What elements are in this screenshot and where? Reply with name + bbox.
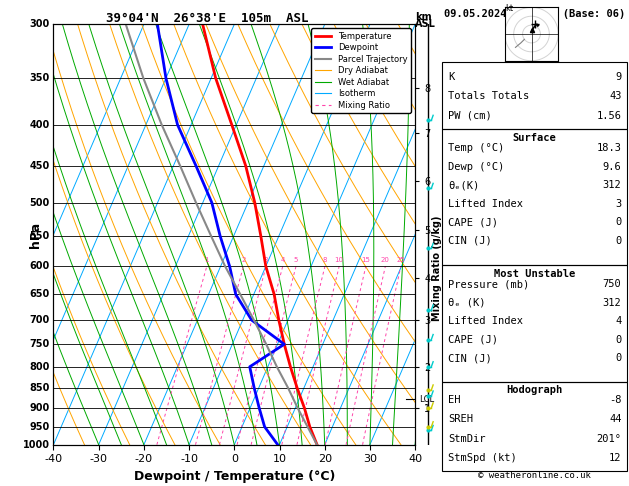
- Bar: [442, 382, 627, 471]
- Text: 3: 3: [615, 199, 621, 208]
- Text: 15: 15: [362, 258, 370, 263]
- Text: 20: 20: [381, 258, 390, 263]
- Text: Temp (°C): Temp (°C): [448, 143, 504, 153]
- Text: 43: 43: [609, 91, 621, 101]
- Text: 39°04'N  26°38'E  105m  ASL: 39°04'N 26°38'E 105m ASL: [106, 12, 309, 25]
- Text: 09.05.2024  00GMT  (Base: 06): 09.05.2024 00GMT (Base: 06): [444, 9, 625, 19]
- Text: 450: 450: [30, 161, 50, 171]
- Text: 9: 9: [615, 72, 621, 82]
- Text: 312: 312: [603, 180, 621, 190]
- Text: 1.56: 1.56: [596, 111, 621, 121]
- Text: 5: 5: [294, 258, 298, 263]
- Text: K: K: [448, 72, 454, 82]
- Text: 2: 2: [242, 258, 245, 263]
- Text: 300: 300: [30, 19, 50, 29]
- Text: Lifted Index: Lifted Index: [448, 316, 523, 326]
- Text: 750: 750: [30, 339, 50, 349]
- Text: 0: 0: [615, 217, 621, 227]
- Text: 3: 3: [264, 258, 269, 263]
- Text: StmDir: StmDir: [448, 434, 486, 444]
- Text: ASL: ASL: [415, 19, 436, 30]
- Text: 750: 750: [603, 279, 621, 289]
- Text: Lifted Index: Lifted Index: [448, 199, 523, 208]
- Text: 18.3: 18.3: [596, 143, 621, 153]
- Text: 400: 400: [30, 120, 50, 130]
- Bar: [442, 62, 627, 129]
- Text: 201°: 201°: [596, 434, 621, 444]
- Text: CIN (J): CIN (J): [448, 353, 492, 363]
- Text: 550: 550: [30, 231, 50, 241]
- Text: PW (cm): PW (cm): [448, 111, 492, 121]
- Text: SREH: SREH: [448, 415, 473, 424]
- Text: © weatheronline.co.uk: © weatheronline.co.uk: [478, 471, 591, 480]
- Text: CAPE (J): CAPE (J): [448, 217, 498, 227]
- Text: Hodograph: Hodograph: [506, 385, 563, 395]
- Bar: [442, 265, 627, 382]
- Bar: [442, 129, 627, 265]
- Text: θₑ(K): θₑ(K): [448, 180, 479, 190]
- Text: 600: 600: [30, 261, 50, 271]
- Text: 0: 0: [615, 236, 621, 245]
- Text: Most Unstable: Most Unstable: [494, 269, 576, 278]
- Text: km: km: [415, 12, 431, 22]
- Text: 0: 0: [615, 335, 621, 345]
- X-axis label: Dewpoint / Temperature (°C): Dewpoint / Temperature (°C): [133, 470, 335, 483]
- Text: θₑ (K): θₑ (K): [448, 298, 486, 308]
- Text: 44: 44: [609, 415, 621, 424]
- Text: 4: 4: [281, 258, 285, 263]
- Text: hPa: hPa: [29, 222, 42, 247]
- Text: CAPE (J): CAPE (J): [448, 335, 498, 345]
- Text: 1: 1: [204, 258, 209, 263]
- Text: -8: -8: [609, 395, 621, 405]
- Text: Totals Totals: Totals Totals: [448, 91, 529, 101]
- Text: 800: 800: [30, 362, 50, 372]
- Text: Surface: Surface: [513, 133, 557, 142]
- Text: Mixing Ratio (g/kg): Mixing Ratio (g/kg): [432, 215, 442, 321]
- Text: 25: 25: [396, 258, 405, 263]
- Text: 900: 900: [30, 403, 50, 413]
- Text: Dewp (°C): Dewp (°C): [448, 162, 504, 172]
- Text: CIN (J): CIN (J): [448, 236, 492, 245]
- Text: kt: kt: [506, 4, 514, 13]
- Text: 0: 0: [615, 353, 621, 363]
- Text: EH: EH: [448, 395, 460, 405]
- Text: 950: 950: [30, 422, 50, 432]
- Legend: Temperature, Dewpoint, Parcel Trajectory, Dry Adiabat, Wet Adiabat, Isotherm, Mi: Temperature, Dewpoint, Parcel Trajectory…: [311, 29, 411, 113]
- Text: 1000: 1000: [23, 440, 50, 450]
- Text: LCL: LCL: [419, 395, 434, 404]
- Text: Pressure (mb): Pressure (mb): [448, 279, 529, 289]
- Text: 850: 850: [30, 383, 50, 393]
- Text: 10: 10: [335, 258, 343, 263]
- Text: 650: 650: [30, 289, 50, 299]
- Text: 8: 8: [323, 258, 327, 263]
- Text: StmSpd (kt): StmSpd (kt): [448, 453, 516, 463]
- Text: 350: 350: [30, 73, 50, 83]
- Text: 312: 312: [603, 298, 621, 308]
- Text: 700: 700: [30, 315, 50, 325]
- Text: 500: 500: [30, 198, 50, 208]
- Text: 4: 4: [615, 316, 621, 326]
- Text: 12: 12: [609, 453, 621, 463]
- Text: 9.6: 9.6: [603, 162, 621, 172]
